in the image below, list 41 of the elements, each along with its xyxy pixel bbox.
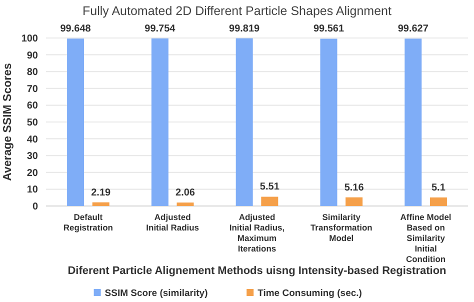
y-tick-label: 60 xyxy=(26,100,38,112)
data-label: 5.1 xyxy=(432,182,446,194)
y-tick-label: 30 xyxy=(26,151,38,162)
data-label: 5.16 xyxy=(344,182,364,194)
bar xyxy=(320,38,338,206)
x-tick-label: Similarity Transformation Model xyxy=(310,212,372,243)
data-label: 99.754 xyxy=(144,23,176,34)
y-tick-label: 20 xyxy=(26,168,38,179)
bar xyxy=(236,38,253,206)
data-label: 99.819 xyxy=(229,23,260,34)
legend-label: Time Consuming (sec.) xyxy=(258,288,362,299)
bar xyxy=(430,197,447,206)
x-tick-label: Affine Model Based on Similarity Initial Condition xyxy=(400,212,452,264)
data-label: 5.51 xyxy=(260,182,280,193)
y-tick-label: 90 xyxy=(26,50,38,62)
x-tick-label: Adjusted Initial Radius, Maximum Iterations xyxy=(229,212,285,254)
y-tick-label: 80 xyxy=(26,67,38,78)
data-label: 99.561 xyxy=(313,24,344,35)
y-tick-label: 50 xyxy=(26,118,38,128)
bar xyxy=(404,38,422,206)
bar xyxy=(67,38,84,206)
bar xyxy=(261,196,278,206)
data-label: 99.648 xyxy=(60,24,92,35)
y-tick-label: 10 xyxy=(26,184,38,196)
bar xyxy=(346,197,363,206)
x-axis-title: Diferent Particle Alignement Methods uisng Intensity-based Registration xyxy=(68,265,447,277)
bar xyxy=(151,38,168,206)
x-tick-label: Default Registration xyxy=(63,212,113,232)
y-tick-label: 100 xyxy=(21,34,38,44)
data-label: 2.06 xyxy=(176,188,196,199)
bar xyxy=(176,202,194,206)
data-label: 2.19 xyxy=(91,187,112,198)
y-tick-label: 0 xyxy=(32,202,38,212)
y-tick-label: 70 xyxy=(26,84,38,95)
chart-title: Fully Automated 2D Different Particle Shapes Alignment xyxy=(82,4,392,18)
legend-label: SSIM Score (similarity) xyxy=(104,288,208,299)
y-tick-label: 40 xyxy=(26,134,38,146)
x-tick-label: Adjusted Initial Radius xyxy=(146,212,200,232)
data-label: 99.627 xyxy=(398,24,429,35)
y-axis-title: Average SSIM Scores xyxy=(2,63,14,181)
bar xyxy=(92,202,110,206)
